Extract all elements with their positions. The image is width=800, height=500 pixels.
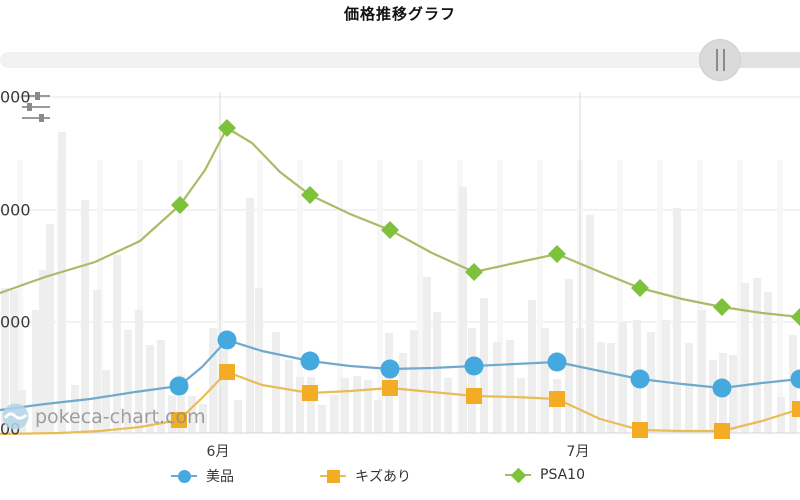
chart-legend: 美品 キズあり PSA10 [0, 466, 800, 496]
legend-label: 美品 [206, 469, 234, 485]
y-axis-tick-label: 000 [0, 200, 31, 220]
time-range-slider-track[interactable] [0, 52, 800, 68]
y-axis-tick-label: 000 [0, 312, 31, 332]
legend-label: PSA10 [540, 467, 585, 483]
legend-item-bihin[interactable]: 美品 [171, 466, 234, 486]
chart-title: 価格推移グラフ [343, 5, 456, 23]
legend-label: キズあり [355, 469, 411, 485]
x-axis-tick-label-june: 6月 [206, 444, 230, 460]
watermark-text: pokeca-chart.com [35, 405, 206, 428]
y-axis-tick-label: 000 [0, 87, 31, 107]
legend-item-psa10[interactable]: PSA10 [505, 466, 585, 484]
time-range-slider-track-filled[interactable] [736, 52, 800, 68]
chart-settings-sliders-icon[interactable] [22, 92, 50, 123]
time-range-slider-handle[interactable] [699, 39, 741, 81]
pokeca-chart-logo-icon [2, 403, 29, 430]
legend-item-kizuari[interactable]: キズあり [320, 466, 411, 486]
x-axis-tick-label-july: 7月 [566, 444, 590, 460]
watermark: pokeca-chart.com [2, 403, 206, 430]
